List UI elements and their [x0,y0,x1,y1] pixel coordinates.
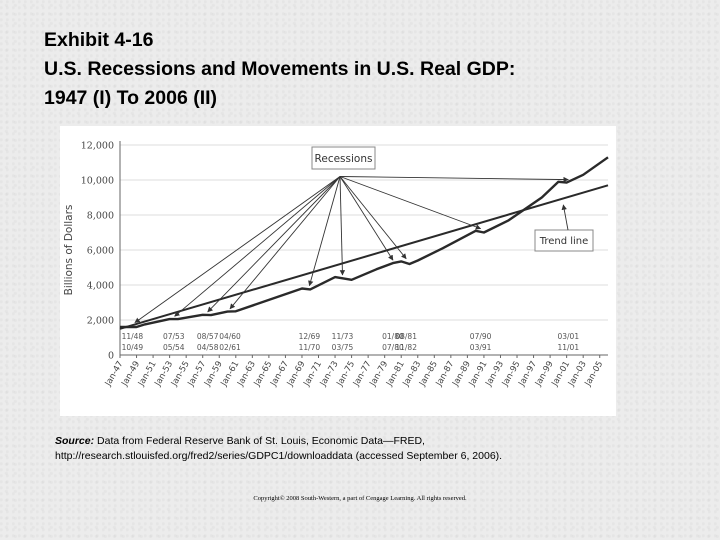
recession-arrow [229,176,341,310]
recession-trough-label: 11/70 [299,343,321,352]
title-line-3: 1947 (I) To 2006 (II) [44,87,218,109]
y-axis-label: Billions of Dollars [63,205,75,296]
title-line-1: Exhibit 4-16 [44,29,154,51]
y-tick-label: 0 [108,351,114,362]
recession-arrow [339,176,346,276]
chart-panel: 0 2,000 4,000 6,000 8,000 10,000 12,000 Billion… [60,126,616,416]
recession-peak-label: 08/81 [395,332,417,341]
trend-line-arrow [561,204,569,231]
recession-trough-label: 07/80 [382,343,404,352]
recessions-callout-label: Recessions [315,153,373,165]
y-tick-label: 4,000 [87,281,114,292]
recession-trough-label: 04/58 [197,343,219,352]
recession-peak-label: 07/90 [470,332,492,341]
recession-arrow [134,176,341,323]
y-tick-label: 6,000 [87,246,114,257]
recession-trough-label: 03/91 [470,343,492,352]
recession-peak-label: 08/57 [197,332,219,341]
recession-arrow [174,176,341,317]
gdp-chart: 0 2,000 4,000 6,000 8,000 10,000 12,000 Billion… [63,141,609,389]
trend-line-callout-label: Trend line [539,236,589,247]
recession-arrow [339,176,482,230]
recession-peak-label: 04/60 [219,332,241,341]
recession-trough-label: 11/82 [395,343,417,352]
recession-arrow [207,176,341,313]
y-tick-label: 12,000 [81,141,114,152]
recession-arrow [339,176,407,260]
recession-peak-label: 07/53 [163,332,185,341]
copyright-notice: Copyright© 2008 South-Western, a part of… [253,495,467,502]
y-tick-label: 2,000 [87,316,114,327]
recession-trough-label: 11/01 [557,343,579,352]
y-tick-label: 8,000 [87,211,114,222]
source-text: Data from Federal Reserve Bank of St. Lo… [97,435,425,447]
recession-peak-label: 11/48 [122,332,144,341]
recession-trough-label: 02/61 [219,343,241,352]
y-tick-label: 10,000 [81,176,114,187]
source-url: http://research.stlouisfed.org/fred2/ser… [55,450,503,462]
recession-peak-label: 12/69 [299,332,321,341]
recession-peak-label: 11/73 [332,332,354,341]
recession-trough-label: 05/54 [163,343,185,352]
trend-line [119,184,609,330]
recessions-callout-box [311,146,376,170]
source-label: Source: [55,435,95,447]
source-line-1: Source: Data from Federal Reserve Bank o… [55,434,675,449]
recession-trough-label: 10/49 [122,343,144,352]
recession-arrow [340,176,569,183]
source-note: Source: Data from Federal Reserve Bank o… [55,434,675,464]
recession-peak-label: 01/80 [382,332,404,341]
title-line-2: U.S. Recessions and Movements in U.S. Re… [44,58,516,80]
recession-trough-label: 03/75 [332,343,354,352]
trend-line-callout-box [534,229,594,252]
recession-arrow [308,176,341,287]
recession-peak-label: 03/01 [557,332,579,341]
recession-arrow [339,176,394,261]
exhibit-title: Exhibit 4-16 U.S. Recessions and Movemen… [44,26,684,113]
